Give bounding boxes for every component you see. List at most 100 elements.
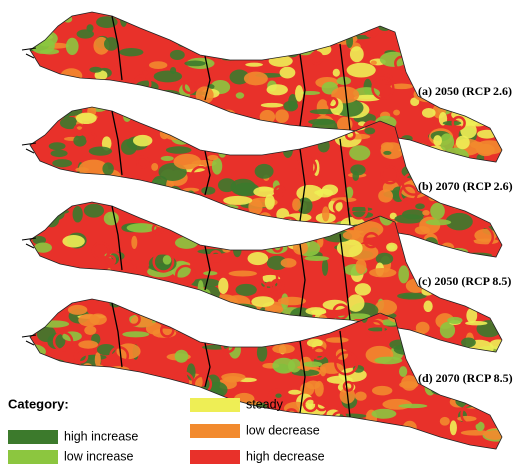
land-patch [61,106,71,118]
land-patch [125,302,148,308]
land-patch [346,34,353,48]
land-patch [231,309,260,320]
land-patch [193,323,210,340]
land-patch [378,189,393,202]
land-patch [189,25,201,30]
land-patch [25,373,34,390]
land-patch [301,91,321,95]
land-patch [371,409,396,419]
land-patch [24,101,35,107]
land-patch [198,280,204,296]
land-patch [205,224,220,240]
land-patch [433,25,460,39]
land-patch [218,278,228,294]
land-patch [281,258,297,267]
land-patch [400,335,423,346]
land-patch [20,159,41,169]
land-patch [109,283,123,293]
land-patch [269,32,290,36]
land-patch [133,294,151,298]
land-patch [229,341,241,359]
land-patch [62,235,84,248]
land-patch [130,390,142,403]
land-patch [63,370,80,375]
ring-patch [161,406,176,421]
land-patch [245,63,263,67]
land-patch [268,137,279,152]
land-patch [214,230,243,242]
land-patch [430,203,445,220]
land-patch [70,179,79,193]
land-patch [420,173,435,178]
land-patch [222,322,247,339]
land-patch [208,125,230,140]
land-patch [137,209,163,218]
land-patch [101,94,129,110]
land-patch [274,441,283,448]
land-patch [127,207,137,211]
land-patch [255,164,274,179]
land-patch [157,441,182,446]
land-patch [459,8,475,12]
land-patch [76,113,97,124]
land-patch [347,63,376,78]
land-patch [260,110,276,124]
land-patch [155,394,163,406]
land-patch [251,329,258,343]
land-patch [433,135,442,146]
land-patch [158,307,183,314]
land-patch [49,142,66,150]
land-patch [235,317,252,325]
land-patch [318,29,338,35]
land-patch [389,340,410,350]
land-patch [163,123,186,140]
land-patch [142,203,153,211]
land-patch [120,10,127,27]
land-patch [267,84,288,95]
ring-patch [222,223,242,243]
land-patch [85,184,114,193]
ring-patch [411,153,421,163]
land-patch [283,142,293,158]
land-patch [306,320,317,333]
land-patch [377,16,393,31]
land-patch [458,40,465,57]
land-patch [169,313,177,322]
land-patch [51,150,68,157]
land-patch [253,187,275,197]
legend-swatch [190,450,240,464]
panel-label: (d) 2070 (RCP 8.5) [418,371,513,385]
ring-patch [229,45,240,56]
land-patch [463,205,480,210]
land-patch [181,109,198,127]
land-patch [374,357,402,365]
land-patch [139,96,153,105]
land-patch [253,218,269,228]
land-patch [429,195,438,201]
land-patch [73,135,86,147]
land-patch [428,443,452,449]
land-patch [251,296,274,307]
land-patch [63,172,81,182]
land-patch [426,346,435,357]
land-patch [167,205,175,217]
land-patch [93,409,113,414]
land-patch [131,236,137,249]
land-patch [57,285,63,296]
legend-swatch [8,430,58,444]
land-patch [484,430,506,440]
land-patch [183,15,210,29]
land-patch [206,227,222,241]
land-patch [269,124,294,138]
land-patch [187,304,193,319]
land-patch [12,313,41,317]
land-patch [65,378,73,395]
land-patch [449,103,471,112]
land-patch [48,412,66,417]
land-patch [20,194,41,208]
land-patch [44,209,69,214]
land-patch [223,196,252,205]
panels: (a) 2050 (RCP 2.6)(b) 2070 (RCP 2.6)(c) … [11,4,518,461]
land-patch [491,309,512,324]
land-patch [327,430,334,443]
